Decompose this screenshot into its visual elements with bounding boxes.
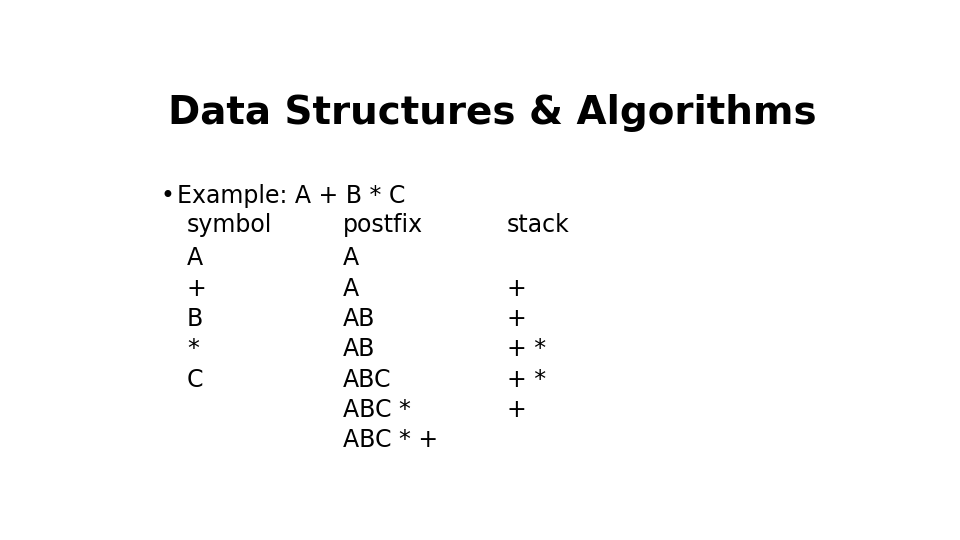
Text: + *: + * [507, 337, 546, 361]
Text: +: + [507, 398, 527, 422]
Text: A: A [344, 246, 359, 270]
Text: B: B [187, 307, 204, 331]
Text: Example: A + B * C: Example: A + B * C [178, 184, 406, 208]
Text: +: + [187, 276, 206, 300]
Text: C: C [187, 368, 204, 392]
Text: +: + [507, 307, 527, 331]
Text: A: A [187, 246, 204, 270]
Text: stack: stack [507, 213, 569, 237]
Text: *: * [187, 337, 199, 361]
Text: AB: AB [344, 337, 375, 361]
Text: postfix: postfix [344, 213, 423, 237]
Text: A: A [344, 276, 359, 300]
Text: Data Structures & Algorithms: Data Structures & Algorithms [168, 93, 816, 132]
Text: ABC * +: ABC * + [344, 428, 439, 453]
Text: AB: AB [344, 307, 375, 331]
Text: ABC *: ABC * [344, 398, 411, 422]
Text: + *: + * [507, 368, 546, 392]
Text: ABC: ABC [344, 368, 392, 392]
Text: •: • [161, 184, 175, 208]
Text: +: + [507, 276, 527, 300]
Text: symbol: symbol [187, 213, 273, 237]
